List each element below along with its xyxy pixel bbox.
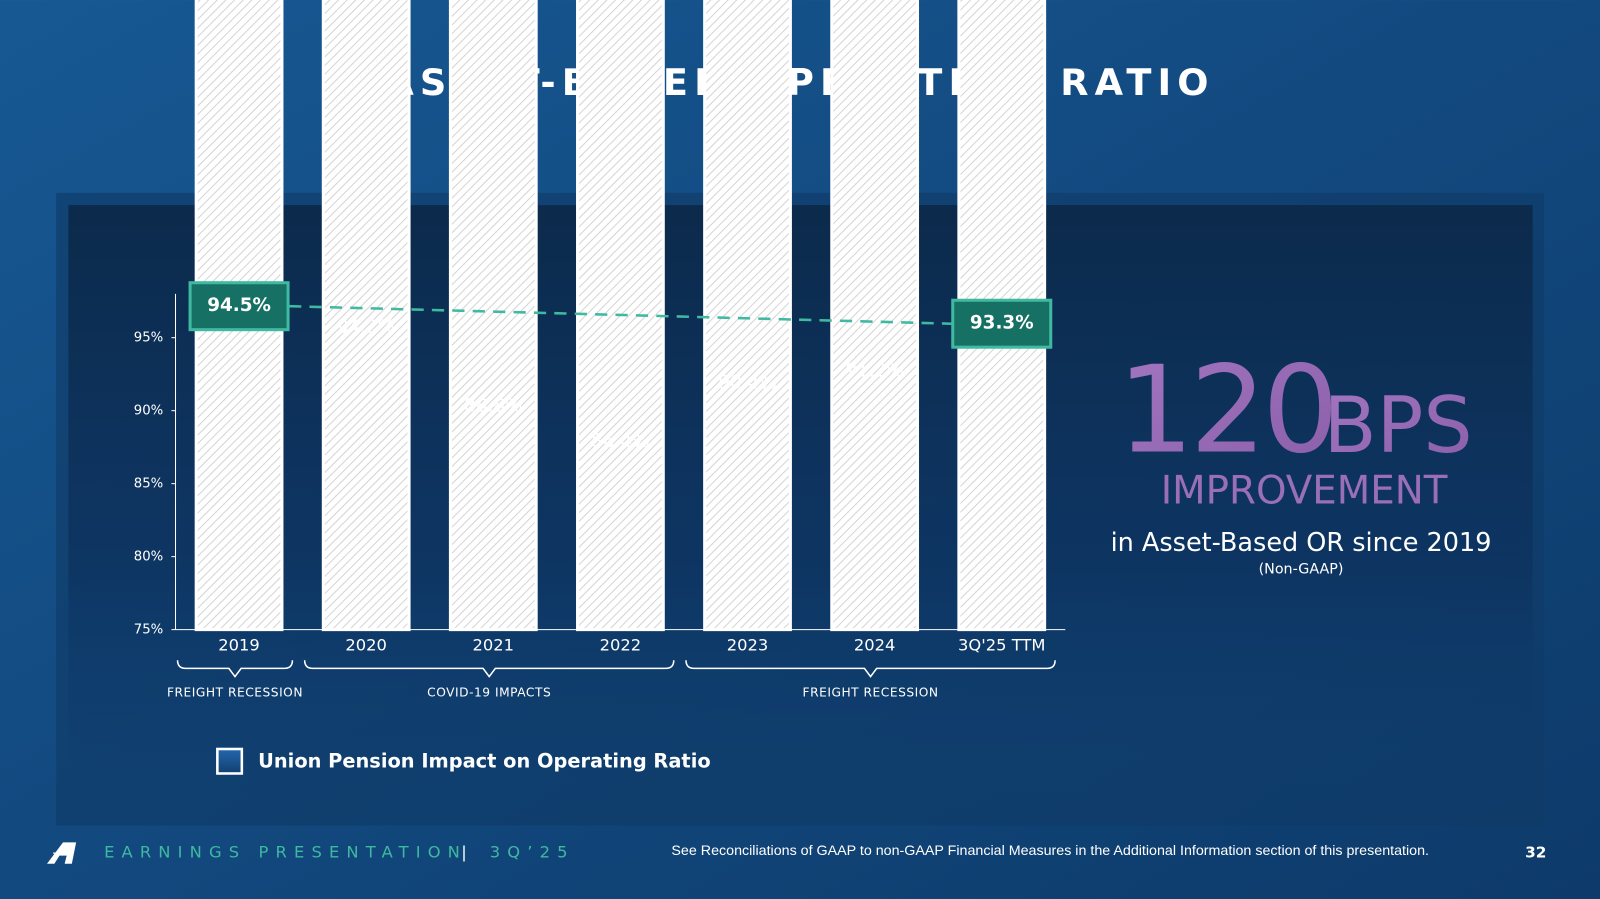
total-label: 91.2% bbox=[845, 361, 903, 382]
legend-label: Union Pension Impact on Operating Ratio bbox=[258, 750, 710, 773]
y-tick-label: 90% bbox=[134, 404, 163, 419]
x-tick-label: 2023 bbox=[727, 635, 769, 654]
footer-separator: | bbox=[461, 843, 467, 862]
x-tick-label: 2021 bbox=[473, 635, 515, 654]
footnote: See Reconciliations of GAAP to non-GAAP … bbox=[671, 843, 1429, 859]
headline-value: 120 bbox=[1117, 341, 1335, 481]
x-tick-label: 3Q'25 TTM bbox=[958, 635, 1045, 654]
y-tick-label: 80% bbox=[134, 550, 163, 565]
highlight-box bbox=[951, 298, 1053, 349]
y-tick-label: 75% bbox=[134, 623, 163, 638]
group-label: COVID-19 IMPACTS bbox=[427, 685, 551, 699]
total-label: 94.5% bbox=[207, 295, 271, 316]
group-bracket bbox=[176, 660, 294, 678]
legend-swatch bbox=[216, 747, 244, 775]
group-label: FREIGHT RECESSION bbox=[803, 685, 939, 699]
trend-line bbox=[289, 304, 952, 325]
y-tick-label: 95% bbox=[134, 331, 163, 346]
y-tick-label: 85% bbox=[134, 477, 163, 492]
bar-base bbox=[830, 0, 920, 632]
x-tick-label: 2019 bbox=[218, 635, 260, 654]
total-label: 93.3% bbox=[970, 313, 1034, 334]
footer-period: 3Q’25 bbox=[490, 843, 575, 862]
total-label: 94.2% bbox=[337, 317, 395, 338]
headline-unit: BPS bbox=[1323, 381, 1472, 471]
total-label: 86.4% bbox=[591, 431, 649, 452]
total-label: 88.8% bbox=[464, 396, 522, 417]
headline-note: (Non-GAAP) bbox=[1259, 561, 1344, 577]
x-tick-label: 2022 bbox=[600, 635, 642, 654]
bar-base bbox=[703, 0, 792, 632]
x-tick-label: 2020 bbox=[345, 635, 387, 654]
page-number: 32 bbox=[1525, 844, 1546, 862]
bar-base bbox=[448, 0, 538, 632]
x-tick-label: 2024 bbox=[854, 635, 896, 654]
headline-text: in Asset-Based OR since 2019 bbox=[1111, 528, 1492, 558]
headline-label: IMPROVEMENT bbox=[1161, 468, 1448, 513]
group-bracket bbox=[303, 660, 675, 678]
logo bbox=[46, 842, 77, 864]
footer-brand: EARNINGS PRESENTATION bbox=[104, 843, 467, 862]
highlight-box bbox=[188, 281, 290, 332]
total-label: 90.4% bbox=[718, 372, 776, 393]
bar-base bbox=[321, 0, 411, 632]
group-bracket bbox=[685, 660, 1056, 678]
group-label: FREIGHT RECESSION bbox=[167, 685, 303, 699]
